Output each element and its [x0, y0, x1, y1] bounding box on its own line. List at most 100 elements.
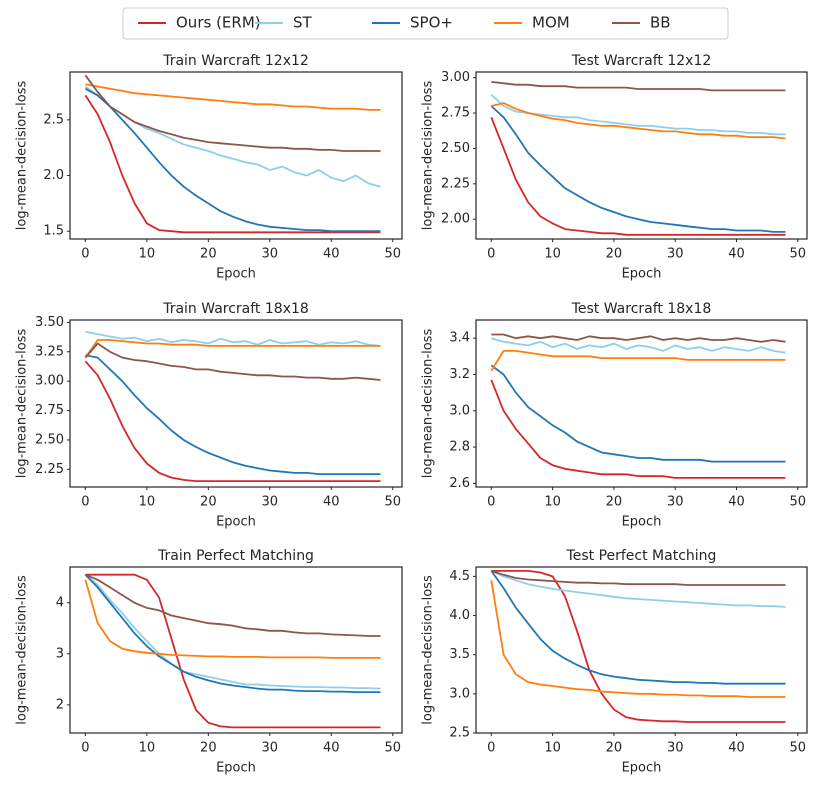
- legend: [122, 7, 729, 40]
- x-tick-label: 10: [544, 495, 561, 510]
- x-tick-label: 30: [262, 247, 279, 262]
- series-line: [84, 87, 381, 233]
- x-tick-label: 20: [606, 495, 623, 510]
- x-tick-label: 10: [139, 247, 156, 262]
- plot-frame: [69, 319, 403, 488]
- series-line: [85, 330, 381, 347]
- x-tick-label: 0: [487, 495, 495, 510]
- y-tick-label: 3.5: [449, 647, 470, 662]
- x-tick-label: 30: [667, 247, 684, 262]
- x-axis-label: Epoch: [622, 267, 662, 282]
- y-tick-label: 3.25: [35, 344, 64, 359]
- y-axis-label: log-mean-decision-loss: [421, 329, 436, 479]
- y-tick-label: 2.25: [441, 176, 470, 191]
- x-tick-label: 0: [81, 495, 89, 510]
- y-tick-label: 3.50: [35, 315, 64, 330]
- y-tick-label: 2: [56, 697, 64, 712]
- series-line: [84, 339, 381, 359]
- x-tick-label: 20: [200, 741, 217, 756]
- x-tick-label: 10: [544, 741, 561, 756]
- y-tick-label: 3.2: [449, 367, 470, 382]
- chart-title: Train Warcraft 18x18: [162, 301, 309, 317]
- x-tick-label: 50: [790, 741, 807, 756]
- series-line: [491, 333, 786, 343]
- legend-label: MOM: [532, 14, 570, 32]
- chart-title: Test Warcraft 12x12: [571, 53, 712, 69]
- x-tick-label: 30: [262, 741, 279, 756]
- y-tick-label: 1.5: [43, 224, 64, 239]
- series-line: [84, 360, 381, 482]
- y-tick-label: 2.50: [35, 432, 64, 447]
- series-line: [490, 105, 786, 233]
- chart-title: Test Perfect Matching: [566, 548, 717, 564]
- y-tick-label: 4.0: [449, 608, 470, 623]
- y-tick-label: 2.25: [35, 462, 64, 477]
- series-line: [491, 337, 786, 354]
- x-tick-label: 50: [385, 741, 402, 756]
- x-tick-label: 20: [606, 741, 623, 756]
- series-line: [84, 579, 381, 659]
- chart-title: Test Warcraft 18x18: [571, 301, 712, 317]
- x-axis-label: Epoch: [216, 515, 256, 530]
- x-tick-label: 40: [728, 741, 745, 756]
- y-tick-label: 2.0: [43, 168, 64, 183]
- x-tick-label: 10: [139, 741, 156, 756]
- y-tick-label: 2.50: [441, 141, 470, 156]
- x-axis-label: Epoch: [622, 761, 662, 776]
- legend-label: ST: [293, 14, 313, 32]
- x-tick-label: 20: [606, 247, 623, 262]
- x-tick-label: 50: [385, 247, 402, 262]
- series-line: [491, 570, 786, 723]
- plot-frame: [475, 319, 808, 488]
- x-tick-label: 40: [323, 495, 340, 510]
- y-axis-label: log-mean-decision-loss: [15, 575, 30, 725]
- x-axis-label: Epoch: [216, 267, 256, 282]
- x-tick-label: 50: [385, 495, 402, 510]
- y-tick-label: 2.75: [35, 403, 64, 418]
- x-tick-label: 10: [544, 247, 561, 262]
- x-tick-label: 40: [728, 495, 745, 510]
- series-line: [85, 573, 381, 729]
- series-line: [85, 354, 381, 475]
- series-line: [490, 116, 786, 236]
- legend-label: Ours (ERM): [176, 14, 261, 32]
- y-axis-label: log-mean-decision-loss: [421, 81, 436, 231]
- x-tick-label: 10: [139, 495, 156, 510]
- series-line: [490, 350, 786, 372]
- series-line: [84, 94, 381, 234]
- series-line: [491, 102, 786, 140]
- x-tick-label: 0: [487, 741, 495, 756]
- series-line: [490, 580, 786, 698]
- series-line: [84, 342, 381, 381]
- plot-frame: [475, 566, 808, 734]
- plot-frame: [69, 566, 403, 734]
- x-axis-label: Epoch: [622, 515, 662, 530]
- x-tick-label: 30: [262, 495, 279, 510]
- series-line: [491, 81, 786, 92]
- y-axis-label: log-mean-decision-loss: [15, 329, 30, 479]
- x-tick-label: 0: [487, 247, 495, 262]
- legend-label: SPO+: [410, 14, 453, 32]
- y-tick-label: 3.0: [449, 686, 470, 701]
- x-tick-label: 20: [200, 247, 217, 262]
- series-line: [490, 93, 786, 136]
- y-tick-label: 2.6: [449, 476, 470, 491]
- x-tick-label: 50: [790, 495, 807, 510]
- y-axis-label: log-mean-decision-loss: [15, 81, 30, 231]
- y-tick-label: 2.8: [449, 440, 470, 455]
- series-line: [84, 574, 381, 690]
- x-tick-label: 20: [200, 495, 217, 510]
- y-tick-label: 2.00: [441, 212, 470, 227]
- series-line: [84, 74, 381, 152]
- x-tick-label: 50: [790, 247, 807, 262]
- y-tick-label: 3.0: [449, 403, 470, 418]
- series-line: [85, 83, 381, 111]
- series-line: [84, 574, 381, 693]
- x-tick-label: 30: [667, 741, 684, 756]
- y-tick-label: 2.75: [441, 106, 470, 121]
- series-line: [490, 570, 786, 685]
- y-tick-label: 3.00: [441, 70, 470, 85]
- y-axis-label: log-mean-decision-loss: [421, 575, 436, 725]
- x-tick-label: 40: [323, 247, 340, 262]
